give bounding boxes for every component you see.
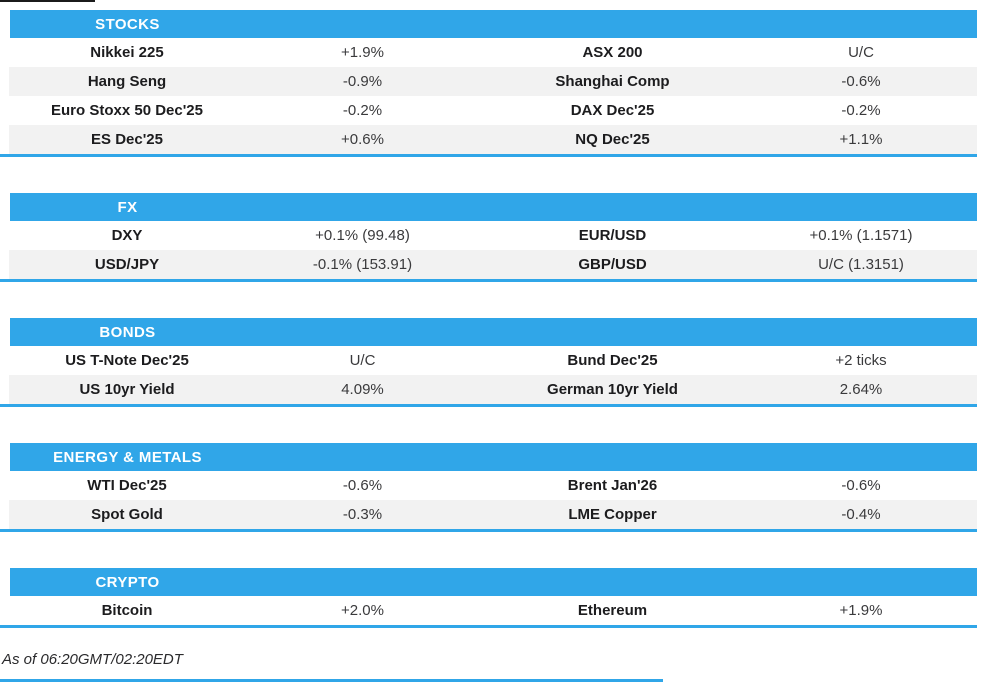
table-row: Euro Stoxx 50 Dec'25 -0.2% DAX Dec'25 -0… bbox=[9, 96, 977, 125]
instrument-label: Euro Stoxx 50 Dec'25 bbox=[51, 102, 203, 119]
change-value: U/C bbox=[349, 352, 376, 369]
change-value: -0.9% bbox=[342, 73, 383, 90]
instrument-label: US T-Note Dec'25 bbox=[65, 352, 189, 369]
instrument-label: GBP/USD bbox=[578, 256, 647, 273]
instrument-label: Bund Dec'25 bbox=[567, 352, 658, 369]
section-header: CRYPTO bbox=[10, 568, 977, 596]
change-value: -0.1% (153.91) bbox=[312, 256, 413, 273]
instrument-label: Brent Jan'26 bbox=[567, 477, 658, 494]
instrument-label: Spot Gold bbox=[91, 506, 163, 523]
section-title: BONDS bbox=[99, 323, 156, 341]
instrument-label: Ethereum bbox=[577, 602, 648, 619]
footer-timestamp: As of 06:20GMT/02:20EDT bbox=[2, 651, 183, 668]
change-value: +1.9% bbox=[839, 602, 883, 619]
top-edge-line bbox=[0, 0, 95, 2]
change-value: 4.09% bbox=[341, 381, 384, 398]
instrument-label: DAX Dec'25 bbox=[570, 102, 655, 119]
instrument-label: US 10yr Yield bbox=[79, 381, 175, 398]
section-stocks: STOCKS Nikkei 225 +1.9% ASX 200 U/C Hang… bbox=[0, 10, 977, 157]
table-row: Spot Gold -0.3% LME Copper -0.4% bbox=[9, 500, 977, 529]
section-header: ENERGY & METALS bbox=[10, 443, 977, 471]
table-row: ES Dec'25 +0.6% NQ Dec'25 +1.1% bbox=[9, 125, 977, 154]
change-value: U/C bbox=[848, 44, 874, 61]
bottom-accent-line bbox=[0, 679, 663, 682]
section-fx: FX DXY +0.1% (99.48) EUR/USD +0.1% (1.15… bbox=[0, 193, 977, 282]
change-value: -0.2% bbox=[342, 102, 383, 119]
table-row: Nikkei 225 +1.9% ASX 200 U/C bbox=[9, 38, 977, 67]
section-header: FX bbox=[10, 193, 977, 221]
change-value: +1.9% bbox=[341, 44, 384, 61]
change-value: -0.6% bbox=[841, 477, 881, 494]
instrument-label: Bitcoin bbox=[101, 602, 153, 619]
table-row: Hang Seng -0.9% Shanghai Comp -0.6% bbox=[9, 67, 977, 96]
section-energy-metals: ENERGY & METALS WTI Dec'25 -0.6% Brent J… bbox=[0, 443, 977, 532]
change-value: -0.6% bbox=[841, 73, 881, 90]
instrument-label: Hang Seng bbox=[87, 73, 167, 90]
instrument-label: ASX 200 bbox=[582, 44, 643, 61]
instrument-label: Nikkei 225 bbox=[90, 44, 164, 61]
change-value: +1.1% bbox=[839, 131, 883, 148]
change-value: +0.6% bbox=[341, 131, 384, 148]
instrument-label: WTI Dec'25 bbox=[87, 477, 167, 494]
change-value: +0.1% (99.48) bbox=[315, 227, 410, 244]
change-value: -0.2% bbox=[841, 102, 881, 119]
table-row: DXY +0.1% (99.48) EUR/USD +0.1% (1.1571) bbox=[9, 221, 977, 250]
section-title: FX bbox=[117, 198, 138, 216]
section-crypto: CRYPTO Bitcoin +2.0% Ethereum +1.9% bbox=[0, 568, 977, 628]
change-value: -0.6% bbox=[342, 477, 383, 494]
market-summary-table: STOCKS Nikkei 225 +1.9% ASX 200 U/C Hang… bbox=[0, 10, 977, 664]
change-value: 2.64% bbox=[839, 381, 883, 398]
table-row: US 10yr Yield 4.09% German 10yr Yield 2.… bbox=[9, 375, 977, 404]
instrument-label: NQ Dec'25 bbox=[575, 131, 650, 148]
change-value: +2 ticks bbox=[835, 352, 887, 369]
table-row: USD/JPY -0.1% (153.91) GBP/USD U/C (1.31… bbox=[9, 250, 977, 279]
section-header: STOCKS bbox=[10, 10, 977, 38]
instrument-label: German 10yr Yield bbox=[547, 381, 678, 398]
change-value: -0.3% bbox=[342, 506, 383, 523]
section-header: BONDS bbox=[10, 318, 977, 346]
instrument-label: EUR/USD bbox=[578, 227, 647, 244]
table-row: Bitcoin +2.0% Ethereum +1.9% bbox=[9, 596, 977, 625]
instrument-label: ES Dec'25 bbox=[91, 131, 163, 148]
change-value: -0.4% bbox=[841, 506, 881, 523]
change-value: U/C (1.3151) bbox=[818, 256, 904, 273]
table-row: US T-Note Dec'25 U/C Bund Dec'25 +2 tick… bbox=[9, 346, 977, 375]
instrument-label: USD/JPY bbox=[94, 256, 160, 273]
instrument-label: LME Copper bbox=[568, 506, 657, 523]
section-title: ENERGY & METALS bbox=[53, 448, 202, 466]
section-bonds: BONDS US T-Note Dec'25 U/C Bund Dec'25 +… bbox=[0, 318, 977, 407]
section-title: CRYPTO bbox=[95, 573, 160, 591]
instrument-label: DXY bbox=[111, 227, 143, 244]
change-value: +2.0% bbox=[341, 602, 384, 619]
instrument-label: Shanghai Comp bbox=[555, 73, 670, 90]
section-title: STOCKS bbox=[95, 15, 160, 33]
change-value: +0.1% (1.1571) bbox=[809, 227, 913, 244]
table-row: WTI Dec'25 -0.6% Brent Jan'26 -0.6% bbox=[9, 471, 977, 500]
